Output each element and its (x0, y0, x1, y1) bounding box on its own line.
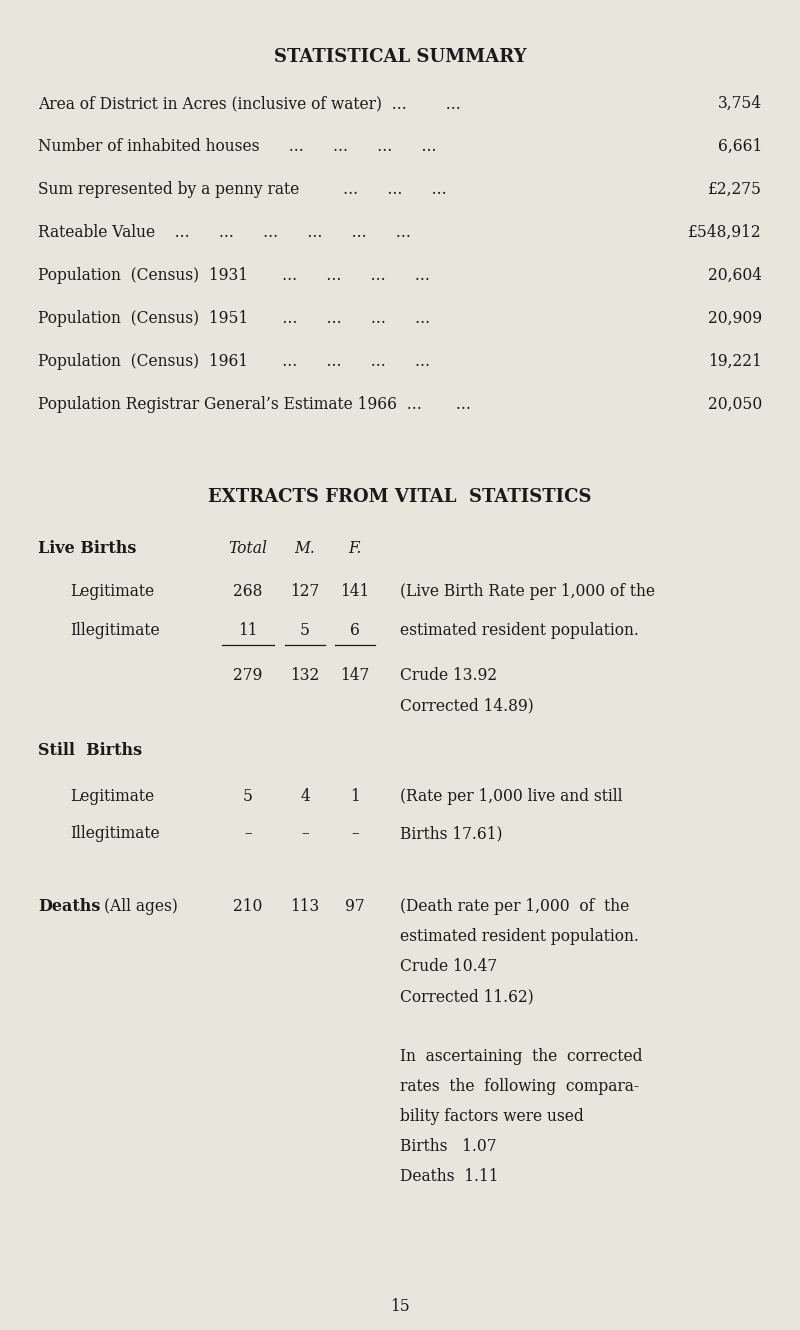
Text: Still  Births: Still Births (38, 742, 142, 759)
Text: In  ascertaining  the  corrected: In ascertaining the corrected (400, 1048, 642, 1065)
Text: Population  (Census)  1931       ...      ...      ...      ...: Population (Census) 1931 ... ... ... ... (38, 267, 440, 285)
Text: Population  (Census)  1951       ...      ...      ...      ...: Population (Census) 1951 ... ... ... ... (38, 310, 440, 327)
Text: Crude 13.92: Crude 13.92 (400, 668, 497, 684)
Text: 1: 1 (350, 787, 360, 805)
Text: Illegitimate: Illegitimate (70, 622, 160, 638)
Text: –: – (301, 825, 309, 842)
Text: 210: 210 (234, 898, 262, 915)
Text: 279: 279 (234, 668, 262, 684)
Text: –: – (244, 825, 252, 842)
Text: Illegitimate: Illegitimate (70, 825, 160, 842)
Text: rates  the  following  compara-: rates the following compara- (400, 1079, 639, 1095)
Text: 5: 5 (300, 622, 310, 638)
Text: 5: 5 (243, 787, 253, 805)
Text: 6,661: 6,661 (718, 138, 762, 156)
Text: Population  (Census)  1961       ...      ...      ...      ...: Population (Census) 1961 ... ... ... ... (38, 352, 440, 370)
Text: M.: M. (294, 540, 315, 557)
Text: 20,604: 20,604 (708, 267, 762, 285)
Text: 6: 6 (350, 622, 360, 638)
Text: 20,050: 20,050 (708, 396, 762, 414)
Text: Total: Total (229, 540, 267, 557)
Text: STATISTICAL SUMMARY: STATISTICAL SUMMARY (274, 48, 526, 66)
Text: 147: 147 (340, 668, 370, 684)
Text: Births 17.61): Births 17.61) (400, 825, 502, 842)
Text: 132: 132 (290, 668, 320, 684)
Text: 19,221: 19,221 (708, 352, 762, 370)
Text: Population Registrar General’s Estimate 1966  ...       ...: Population Registrar General’s Estimate … (38, 396, 481, 414)
Text: bility factors were used: bility factors were used (400, 1108, 584, 1125)
Text: 113: 113 (290, 898, 320, 915)
Text: estimated resident population.: estimated resident population. (400, 622, 639, 638)
Text: Corrected 14.89): Corrected 14.89) (400, 697, 534, 714)
Text: Deaths  1.11: Deaths 1.11 (400, 1168, 498, 1185)
Text: (All ages): (All ages) (104, 898, 178, 915)
Text: 268: 268 (234, 583, 262, 600)
Text: –: – (351, 825, 359, 842)
Text: Legitimate: Legitimate (70, 787, 154, 805)
Text: Corrected 11.62): Corrected 11.62) (400, 988, 534, 1005)
Text: Crude 10.47: Crude 10.47 (400, 958, 497, 975)
Text: 97: 97 (345, 898, 365, 915)
Text: Live Births: Live Births (38, 540, 136, 557)
Text: 127: 127 (290, 583, 320, 600)
Text: EXTRACTS FROM VITAL  STATISTICS: EXTRACTS FROM VITAL STATISTICS (208, 488, 592, 505)
Text: Rateable Value    ...      ...      ...      ...      ...      ...: Rateable Value ... ... ... ... ... ... (38, 223, 421, 241)
Text: F.: F. (348, 540, 362, 557)
Text: (Live Birth Rate per 1,000 of the: (Live Birth Rate per 1,000 of the (400, 583, 655, 600)
Text: Legitimate: Legitimate (70, 583, 154, 600)
Text: 141: 141 (340, 583, 370, 600)
Text: 3,754: 3,754 (718, 94, 762, 112)
Text: £2,275: £2,275 (708, 181, 762, 198)
Text: £548,912: £548,912 (688, 223, 762, 241)
Text: Number of inhabited houses      ...      ...      ...      ...: Number of inhabited houses ... ... ... .… (38, 138, 446, 156)
Text: 11: 11 (238, 622, 258, 638)
Text: Area of District in Acres (inclusive of water)  ...        ...: Area of District in Acres (inclusive of … (38, 94, 470, 112)
Text: estimated resident population.: estimated resident population. (400, 928, 639, 946)
Text: 15: 15 (390, 1298, 410, 1315)
Text: Sum represented by a penny rate         ...      ...      ...: Sum represented by a penny rate ... ... … (38, 181, 456, 198)
Text: (Death rate per 1,000  of  the: (Death rate per 1,000 of the (400, 898, 630, 915)
Text: Births   1.07: Births 1.07 (400, 1138, 497, 1154)
Text: Deaths: Deaths (38, 898, 100, 915)
Text: (Rate per 1,000 live and still: (Rate per 1,000 live and still (400, 787, 622, 805)
Text: 4: 4 (300, 787, 310, 805)
Text: 20,909: 20,909 (708, 310, 762, 327)
